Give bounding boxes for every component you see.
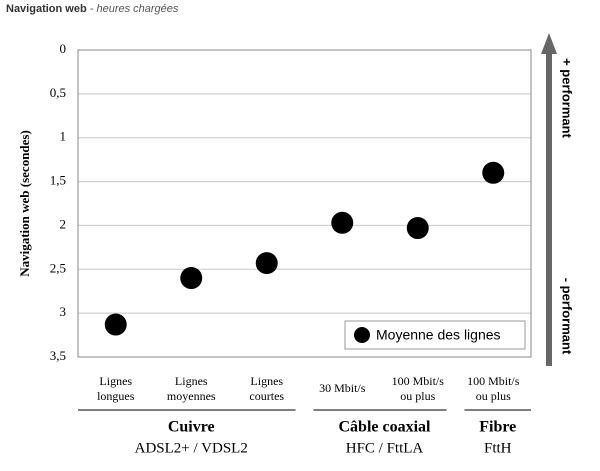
group-technology: FttH [484, 440, 512, 456]
y-tick-label: 0 [60, 41, 67, 56]
chart-title: Navigation web [6, 3, 87, 15]
x-tick-label: Lignes moyennes [166, 374, 216, 403]
group-technology: HFC / FttLA [346, 440, 424, 456]
data-point [180, 267, 203, 290]
x-tick-label: 100 Mbit/s ou plus [467, 374, 520, 403]
group-technology: ADSL2+ / VDSL2 [135, 440, 248, 456]
x-tick-label: 100 Mbit/s ou plus [391, 374, 444, 403]
annotation-top: + performant [560, 58, 575, 138]
y-tick-label: 3,5 [50, 348, 66, 363]
y-tick-label: 2,5 [50, 260, 66, 275]
x-tick-label: Lignes courtes [249, 374, 285, 403]
y-axis-label: Navigation web (secondes) [17, 130, 32, 277]
data-point [255, 252, 278, 275]
x-tick-label: 30 Mbit/s [319, 381, 366, 395]
y-tick-label: 0,5 [50, 85, 66, 100]
y-tick-label: 1 [60, 129, 67, 144]
data-point [331, 211, 354, 234]
group-name: Fibre [479, 419, 516, 436]
legend-marker [354, 327, 370, 343]
group-name: Cuivre [168, 419, 215, 436]
data-point [482, 161, 505, 184]
x-tick-label: Lignes longues [97, 374, 135, 403]
plot-frame [77, 49, 532, 358]
data-point [104, 313, 127, 336]
performance-arrowhead [541, 33, 557, 54]
chart-subtitle: - heures chargées [86, 3, 179, 15]
legend-label: Moyenne des lignes [376, 327, 501, 343]
title-block: Navigation web - heures chargées [6, 3, 178, 15]
y-tick-label: 2 [60, 216, 67, 231]
y-tick-label: 1,5 [50, 173, 66, 188]
group-name: Câble coaxial [339, 419, 432, 436]
y-tick-label: 3 [60, 304, 67, 319]
data-point [406, 217, 429, 240]
legend-box [344, 320, 526, 350]
annotation-bottom: - performant [560, 278, 575, 355]
